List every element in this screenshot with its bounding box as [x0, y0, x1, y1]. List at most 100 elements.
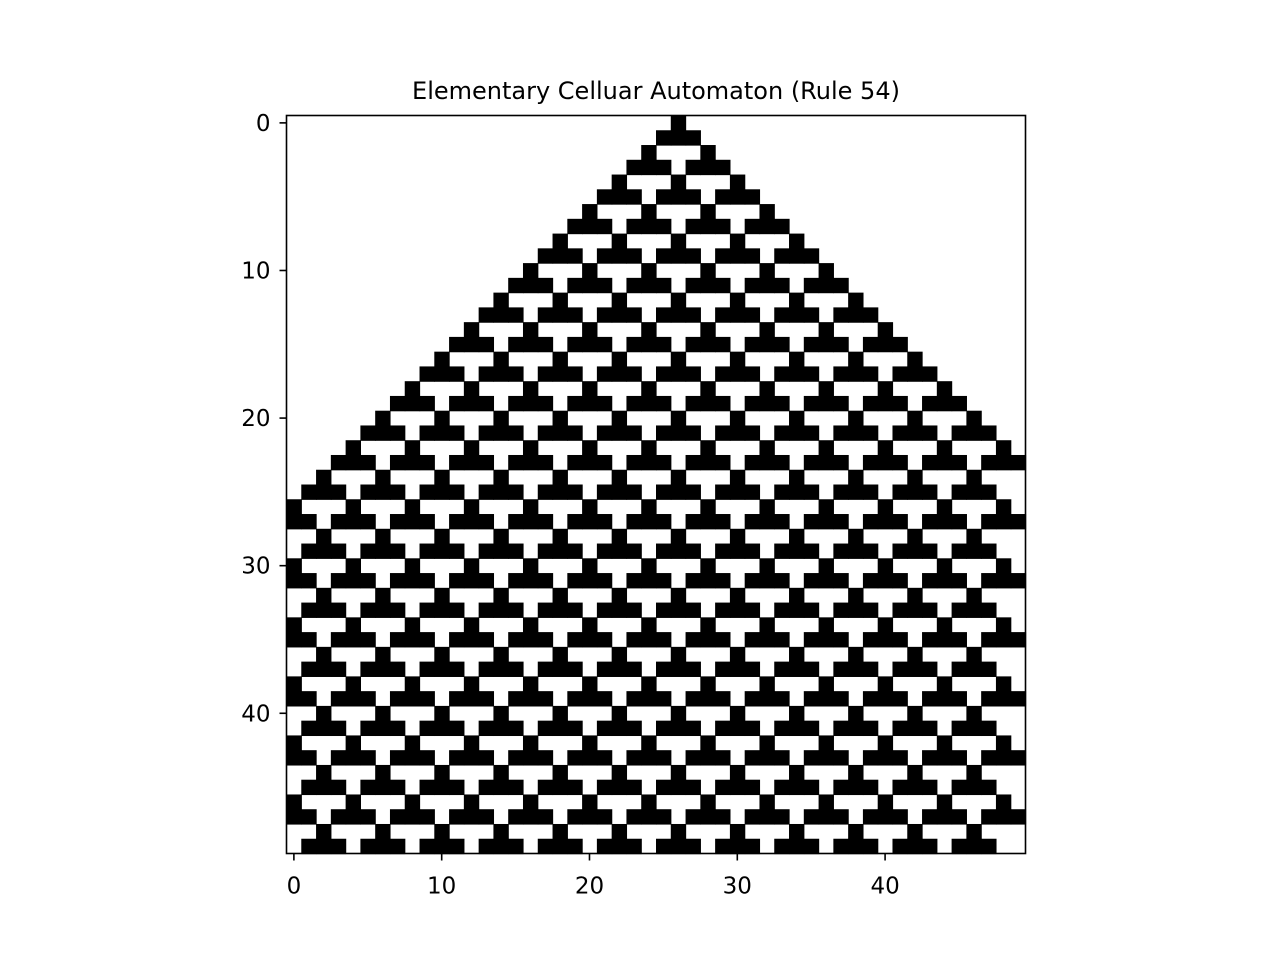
live-cell	[670, 543, 687, 559]
live-cell	[685, 189, 701, 205]
live-cell	[922, 366, 938, 382]
live-cell	[508, 632, 524, 648]
live-cell	[567, 514, 583, 530]
live-cell	[537, 366, 554, 382]
live-cell	[670, 661, 687, 677]
live-cell	[596, 573, 613, 589]
live-cell	[907, 351, 923, 368]
live-cell	[848, 602, 864, 618]
live-cell	[360, 425, 376, 441]
live-cell	[862, 543, 879, 559]
live-cell	[375, 587, 391, 604]
live-cell	[330, 602, 347, 618]
live-cell	[626, 425, 642, 441]
live-cell	[700, 514, 716, 530]
live-cell	[759, 499, 775, 515]
live-cell	[345, 499, 361, 515]
live-cell	[463, 499, 480, 515]
live-cell	[936, 691, 953, 707]
live-cell	[848, 469, 864, 486]
live-cell	[330, 779, 347, 796]
live-cell	[582, 794, 598, 810]
live-cell	[611, 705, 628, 722]
live-cell	[537, 809, 554, 825]
live-cell	[700, 735, 716, 751]
live-cell	[907, 366, 923, 382]
live-cell	[582, 691, 598, 707]
live-cell	[789, 838, 805, 855]
live-cell	[508, 691, 524, 707]
live-cell	[641, 558, 657, 574]
live-cell	[936, 381, 953, 397]
live-cell	[463, 691, 480, 707]
live-cell	[759, 336, 775, 353]
live-cell	[656, 395, 672, 412]
live-cell	[848, 351, 864, 368]
live-cell	[508, 661, 524, 677]
live-cell	[759, 617, 775, 633]
live-cell	[670, 307, 687, 323]
live-cell	[434, 469, 450, 486]
live-cell	[330, 691, 347, 707]
live-cell	[552, 528, 568, 545]
live-cell	[789, 484, 805, 500]
live-cell	[419, 632, 435, 648]
live-cell	[611, 587, 628, 604]
live-cell	[862, 632, 879, 648]
y-tick-label: 40	[241, 701, 270, 727]
live-cell	[463, 573, 480, 589]
live-cell	[759, 381, 775, 397]
live-cell	[759, 263, 775, 279]
live-cell	[389, 809, 406, 825]
live-cell	[656, 750, 672, 766]
live-cell	[375, 410, 391, 427]
live-cell	[670, 705, 687, 722]
live-cell	[700, 277, 716, 294]
live-cell	[582, 322, 598, 338]
live-cell	[862, 307, 879, 323]
live-cell	[862, 425, 879, 441]
live-cell	[759, 809, 775, 825]
live-cell	[774, 514, 790, 530]
live-cell	[611, 248, 628, 264]
live-cell	[774, 779, 790, 796]
live-cell	[789, 543, 805, 559]
live-cell	[715, 838, 731, 855]
live-cell	[434, 720, 450, 737]
live-cell	[316, 484, 332, 500]
live-cell	[626, 809, 642, 825]
live-cell	[626, 454, 642, 471]
live-cell	[626, 720, 642, 737]
live-cell	[596, 838, 613, 855]
live-cell	[360, 720, 376, 737]
y-tick-label: 20	[241, 406, 270, 432]
live-cell	[670, 720, 687, 737]
live-cell	[375, 838, 391, 855]
live-cell	[537, 543, 554, 559]
live-cell	[301, 691, 317, 707]
live-cell	[907, 602, 923, 618]
live-cell	[966, 661, 982, 677]
live-cell	[715, 425, 731, 441]
live-cell	[759, 395, 775, 412]
live-cell	[995, 499, 1012, 515]
x-tick-label: 30	[723, 874, 752, 900]
live-cell	[449, 602, 465, 618]
live-cell	[567, 602, 583, 618]
live-cell	[877, 499, 894, 515]
live-cell	[759, 277, 775, 294]
live-cell	[685, 632, 701, 648]
live-cell	[729, 484, 746, 500]
live-cell	[995, 573, 1012, 589]
live-cell	[596, 779, 613, 796]
live-cell	[774, 543, 790, 559]
live-cell	[877, 809, 894, 825]
live-cell	[493, 823, 509, 840]
live-cell	[626, 573, 642, 589]
live-cell	[360, 661, 376, 677]
live-cell	[729, 543, 746, 559]
live-cell	[596, 248, 613, 264]
live-cell	[360, 779, 376, 796]
live-cell	[596, 484, 613, 500]
live-cell	[611, 469, 628, 486]
